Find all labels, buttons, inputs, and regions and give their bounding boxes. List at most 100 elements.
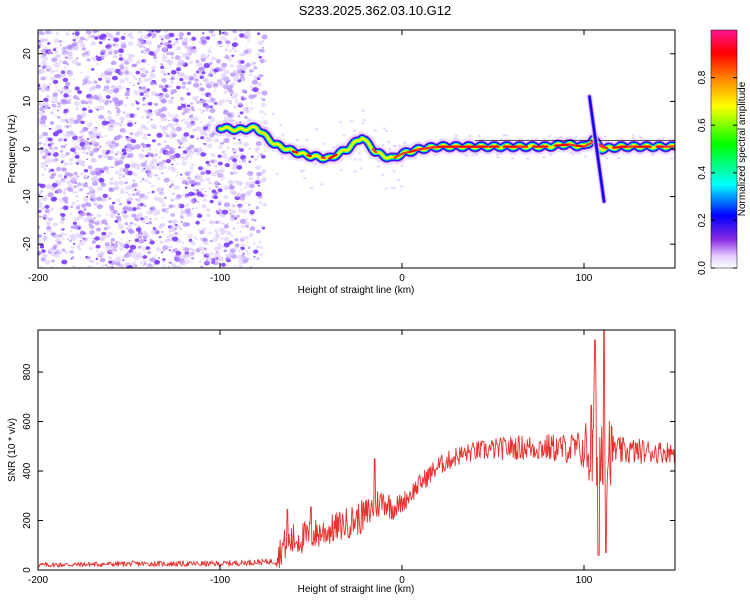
noise-point: [186, 48, 191, 53]
noise-point: [172, 204, 177, 208]
noise-point: [110, 62, 114, 65]
noise-point: [173, 220, 176, 223]
noise-point: [238, 141, 242, 145]
noise-point: [104, 76, 111, 82]
noise-point: [67, 110, 70, 113]
noise-point: [127, 122, 133, 127]
noise-point: [38, 210, 42, 213]
noise-point: [140, 168, 145, 172]
noise-point: [64, 209, 67, 212]
noise-point: [243, 49, 249, 54]
noise-point: [98, 41, 103, 45]
noise-point: [302, 177, 307, 180]
noise-point: [133, 223, 137, 226]
noise-point: [147, 133, 151, 137]
noise-point: [166, 183, 169, 186]
noise-point: [112, 253, 114, 255]
noise-point: [167, 99, 174, 105]
noise-point: [223, 185, 230, 191]
noise-point: [162, 53, 166, 56]
noise-point: [117, 224, 125, 230]
noise-point: [229, 189, 236, 195]
noise-point: [157, 155, 162, 159]
noise-point: [144, 93, 150, 98]
noise-point: [281, 133, 285, 137]
noise-point: [257, 32, 261, 35]
noise-point: [186, 31, 191, 36]
noise-point: [256, 77, 261, 80]
noise-point: [169, 261, 172, 264]
colorbar-label: Normalized spectral amplitude: [737, 81, 748, 216]
noise-point: [119, 123, 124, 127]
noise-point: [207, 49, 212, 54]
noise-point: [126, 57, 133, 63]
noise-point: [55, 124, 62, 130]
noise-point: [160, 172, 164, 175]
noise-point: [222, 152, 226, 155]
noise-point: [57, 74, 63, 79]
noise-point: [223, 236, 230, 242]
noise-point: [247, 171, 254, 176]
noise-point: [153, 55, 156, 57]
noise-point: [44, 260, 51, 265]
noise-point: [45, 165, 48, 167]
noise-point: [54, 51, 58, 54]
noise-point: [139, 67, 143, 71]
noise-point: [76, 105, 80, 107]
noise-point: [102, 193, 108, 198]
noise-point: [213, 138, 219, 143]
noise-point: [206, 143, 213, 148]
noise-point: [240, 73, 245, 77]
noise-point: [216, 232, 219, 234]
noise-point: [249, 69, 254, 73]
noise-point: [225, 53, 229, 57]
noise-point: [40, 112, 44, 115]
noise-point: [112, 96, 118, 102]
noise-point: [109, 187, 114, 191]
noise-point: [173, 114, 179, 119]
noise-point: [132, 179, 136, 182]
noise-point: [171, 179, 174, 182]
noise-point: [200, 191, 203, 194]
noise-point: [400, 185, 404, 188]
noise-point: [120, 238, 123, 241]
noise-point: [64, 113, 68, 116]
noise-point: [397, 144, 401, 147]
noise-point: [112, 43, 119, 48]
noise-point: [92, 148, 99, 153]
noise-point: [354, 158, 358, 161]
noise-point: [176, 48, 180, 51]
noise-point: [145, 134, 148, 137]
noise-point: [226, 231, 232, 236]
noise-point: [111, 67, 115, 71]
noise-point: [98, 93, 101, 95]
noise-point: [192, 48, 197, 53]
noise-point: [384, 129, 388, 133]
noise-point: [80, 120, 85, 125]
noise-point: [82, 196, 89, 202]
noise-point: [168, 204, 174, 209]
noise-point: [142, 194, 149, 200]
noise-point: [242, 258, 249, 264]
noise-point: [64, 68, 67, 71]
noise-point: [87, 49, 91, 53]
noise-point: [180, 173, 183, 176]
noise-point: [91, 68, 95, 71]
noise-point: [38, 45, 41, 49]
noise-point: [252, 258, 255, 261]
noise-point: [46, 225, 52, 230]
noise-point: [185, 87, 190, 91]
noise-point: [38, 34, 41, 38]
noise-point: [127, 193, 131, 197]
noise-point: [196, 62, 202, 67]
noise-point: [200, 99, 206, 104]
noise-point: [101, 231, 107, 236]
noise-point: [111, 166, 115, 169]
noise-point: [108, 197, 112, 200]
noise-point: [168, 249, 171, 251]
noise-point: [126, 170, 133, 176]
noise-point: [84, 81, 88, 84]
noise-point: [73, 38, 76, 41]
noise-point: [72, 32, 75, 35]
noise-point: [210, 153, 216, 158]
